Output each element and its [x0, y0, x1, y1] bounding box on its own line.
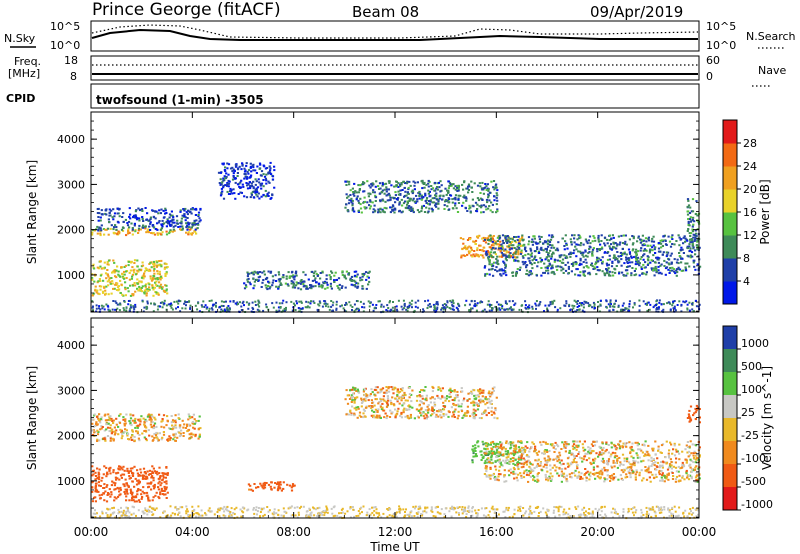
velocity-echo-region — [247, 481, 296, 492]
y-tick-label: 2000 — [57, 430, 85, 443]
cpid-text: twofsound (1-min) -3505 — [96, 93, 264, 107]
date-label: 09/Apr/2019 — [590, 3, 683, 21]
noise-right-tick-bottom: 10^0 — [706, 39, 736, 52]
velocity-axes: 1000 2000 3000 4000 — [57, 317, 700, 518]
x-tick-label: 20:00 — [580, 525, 615, 539]
x-tick-label: 00:00 — [682, 525, 717, 539]
noise-search-line — [91, 24, 699, 39]
colorbar-swatch — [723, 372, 737, 396]
colorbar-tick-label: 12 — [743, 229, 757, 242]
nave-tick-bottom: 0 — [706, 70, 713, 83]
power-echo-region — [483, 234, 702, 277]
x-tick-label: 00:00 — [74, 525, 109, 539]
nsky-label: N.Sky — [4, 32, 36, 45]
colorbar-tick-label: 1000 — [741, 337, 769, 350]
colorbar-tick-label: 8 — [743, 252, 750, 265]
colorbar-swatch — [723, 487, 737, 511]
velocity-echo-region — [483, 440, 701, 483]
velocity-ylabel: Slant Range [km] — [25, 366, 39, 470]
colorbar-swatch — [723, 281, 737, 305]
colorbar-tick-label: 20 — [743, 183, 757, 196]
mhz-label: [MHz] — [8, 67, 40, 80]
nave-tick-top: 60 — [706, 54, 720, 67]
velocity-heatmap — [91, 385, 701, 520]
colorbar-tick-label: 16 — [743, 206, 757, 219]
velocity-echo-region — [686, 404, 701, 424]
time-axis-label: Time UT — [369, 540, 420, 554]
station-title: Prince George (fitACF) — [92, 0, 281, 20]
power-echo-region — [96, 207, 202, 232]
nave-label: Nave — [758, 64, 786, 77]
y-tick-label: 4000 — [57, 339, 85, 352]
velocity-echo-region — [91, 465, 169, 503]
freq-label: Freq. — [14, 55, 41, 68]
colorbar-tick-label: -25 — [741, 429, 759, 442]
power-echo-region — [243, 270, 371, 291]
power-echo-region — [91, 227, 198, 237]
y-tick-label: 4000 — [57, 133, 85, 146]
velocity-panel: 1000 2000 3000 4000 Slant Range [km] 1000 50… — [25, 317, 774, 520]
colorbar-tick-label: -500 — [741, 475, 766, 488]
y-tick-label: 3000 — [57, 178, 85, 191]
colorbar-tick-label: -100 — [741, 452, 766, 465]
colorbar-swatch — [723, 326, 737, 350]
noise-left-tick-top: 10^5 — [50, 20, 80, 33]
colorbar-swatch — [723, 166, 737, 190]
freq-panel: Freq. [MHz] 18 8 60 0 Nave — [8, 54, 786, 87]
velocity-colorbar: 1000 500 100 25 -25 -100 -500 -1000 — [722, 325, 773, 511]
noise-left-tick-bottom: 10^0 — [50, 39, 80, 52]
power-echo-region — [344, 179, 499, 214]
colorbar-swatch — [723, 464, 737, 488]
power-colorbar: 4 8 12 16 20 24 28 — [722, 119, 757, 305]
nsearch-label: N.Search — [746, 30, 796, 43]
colorbar-frame — [722, 119, 738, 305]
power-cbar-label: Power [dB] — [758, 179, 772, 244]
colorbar-tick-label: 28 — [743, 137, 757, 150]
velocity-echo-region — [91, 413, 202, 443]
colorbar-swatch — [723, 418, 737, 442]
colorbar-tick-label: 25 — [741, 406, 755, 419]
time-axis: 00:00 04:00 08:00 12:00 16:00 20:00 00:00 — [74, 525, 717, 539]
colorbar-swatch — [723, 143, 737, 167]
colorbar-swatch — [723, 189, 737, 213]
x-tick-label: 12:00 — [378, 525, 413, 539]
power-echo-region — [459, 234, 524, 259]
colorbar-swatch — [723, 349, 737, 373]
freq-tick-top: 18 — [64, 54, 78, 67]
colorbar-swatch — [723, 441, 737, 465]
y-tick-label: 1000 — [57, 269, 85, 282]
power-axes: 1000 2000 3000 4000 — [57, 111, 700, 312]
colorbar-swatch — [723, 258, 737, 282]
noise-panel: N.Sky 10^5 10^0 10^5 10^0 N.Search — [4, 20, 796, 52]
y-tick-label: 2000 — [57, 224, 85, 237]
y-tick-label: 3000 — [57, 384, 85, 397]
colorbar-swatch — [723, 395, 737, 419]
velocity-echo-region — [344, 385, 499, 420]
colorbar-swatch — [723, 235, 737, 259]
velocity-cbar-label: Velocity [m s^-1] — [760, 366, 774, 470]
noise-right-tick-top: 10^5 — [706, 20, 736, 33]
x-tick-label: 08:00 — [276, 525, 311, 539]
colorbar-tick-label: 500 — [741, 360, 762, 373]
freq-tick-bottom: 8 — [70, 70, 77, 83]
power-panel: 1000 2000 3000 4000 Slant Range [km] 4 8 12 16… — [25, 111, 772, 314]
colorbar-frame — [722, 325, 738, 511]
cpid-label: CPID — [6, 92, 35, 105]
x-tick-label: 04:00 — [175, 525, 210, 539]
beam-label: Beam 08 — [352, 3, 419, 21]
colorbar-tick-label: -1000 — [741, 498, 773, 511]
colorbar-swatch — [723, 212, 737, 236]
colorbar-tick-label: 4 — [743, 275, 750, 288]
colorbar-tick-label: 24 — [743, 160, 757, 173]
x-tick-label: 16:00 — [479, 525, 514, 539]
noise-sky-line — [91, 28, 698, 41]
power-ylabel: Slant Range [km] — [25, 160, 39, 264]
cpid-panel: CPID twofsound (1-min) -3505 — [6, 83, 700, 109]
colorbar-tick-label: 100 — [741, 383, 762, 396]
colorbar-swatch — [723, 120, 737, 144]
y-tick-label: 1000 — [57, 475, 85, 488]
power-echo-region — [91, 259, 169, 297]
power-echo-region — [217, 161, 276, 200]
